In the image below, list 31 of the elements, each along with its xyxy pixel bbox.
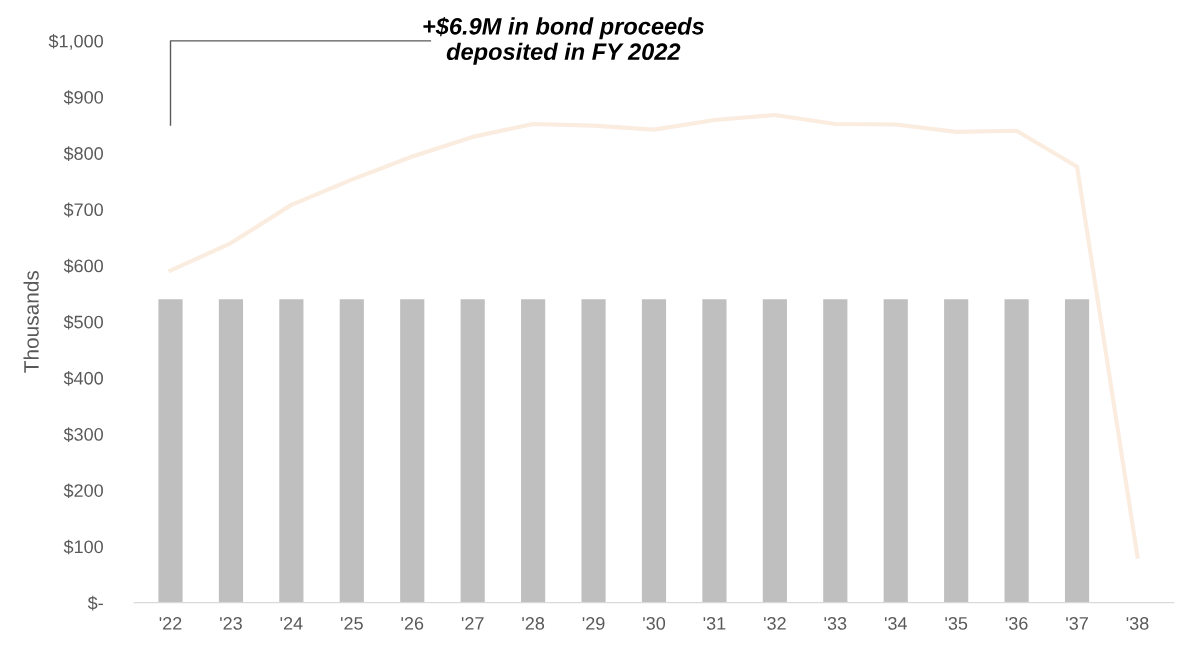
x-tick-label: '29: [582, 617, 605, 630]
y-tick-label: $300: [63, 427, 103, 442]
x-tick-label: '28: [522, 617, 545, 630]
y-tick-label: $100: [63, 539, 103, 555]
x-tick-label: '34: [884, 617, 907, 630]
x-tick-label: '38: [1126, 617, 1149, 630]
x-tick-label: '22: [159, 617, 182, 630]
y-tick-label: $800: [63, 146, 103, 161]
x-tick-label: '31: [703, 617, 726, 630]
x-tick-label: '36: [1005, 617, 1028, 630]
y-tick-label: $400: [63, 371, 103, 386]
x-tick-label: '32: [764, 617, 786, 630]
x-tick-label: '25: [340, 617, 363, 630]
y-tick-label: $1,000: [48, 34, 103, 50]
x-tick-label: '27: [461, 617, 484, 630]
x-tick-label: '33: [824, 617, 847, 630]
annotation: +$6.9M in bond proceeds deposited in FY 2022: [423, 16, 704, 65]
line-series: [168, 112, 1140, 559]
x-tick-label: '26: [401, 617, 424, 630]
y-axis-title: Thousands: [23, 270, 39, 373]
y-tick-label: $900: [63, 90, 103, 105]
x-tick-label: '37: [1066, 617, 1088, 630]
x-tick-label: '30: [643, 617, 666, 630]
y-tick-label: $700: [63, 202, 103, 218]
y-tick-label: $500: [63, 314, 103, 330]
y-tick-label: $200: [63, 483, 103, 499]
x-tick-label: '23: [220, 617, 242, 630]
x-tick-label: '24: [280, 617, 303, 630]
x-tick-label: '35: [945, 617, 968, 630]
y-tick-label: $-: [87, 595, 103, 611]
y-tick-label: $600: [63, 258, 103, 274]
